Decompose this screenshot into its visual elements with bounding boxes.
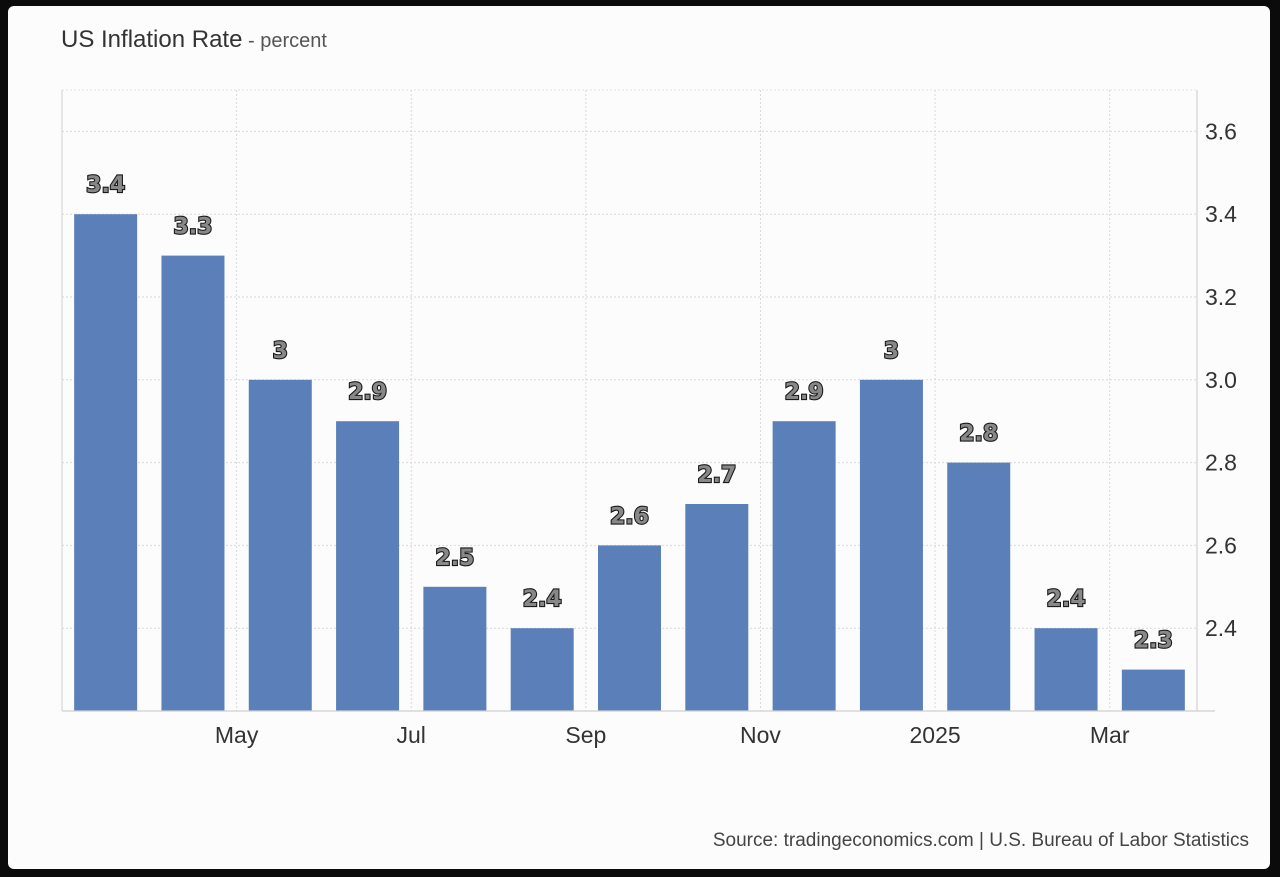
data-labels: 3.4 3.3 3 2.9 2.5 2.4 2.6 2.7 2.9 3 2.8 2.4 2.3 [85, 172, 1174, 655]
y-tick-label: 2.4 [1205, 615, 1237, 641]
axes: 2.4 2.6 2.8 3.0 3.2 3.4 3.6 May Jul Sep Nov 2025 Mar [61, 90, 1237, 748]
bar [423, 586, 487, 711]
chart-unit: - percent [242, 30, 327, 52]
bar-value-label: 2.9 [785, 380, 824, 405]
bar [685, 504, 749, 711]
bar-value-label: 2.7 [697, 463, 736, 488]
bar-value-label: 3 [884, 339, 899, 364]
chart-unit-text: percent [260, 30, 327, 52]
source-note: Source: tradingeconomics.com | U.S. Bure… [712, 830, 1249, 851]
y-tick-label: 2.6 [1205, 532, 1237, 558]
x-tick-label: Nov [740, 722, 781, 748]
y-tick-label: 3.0 [1205, 367, 1237, 393]
bar-value-label: 2.6 [610, 504, 649, 529]
y-tick-label: 3.6 [1205, 118, 1237, 144]
y-tick-label: 3.2 [1205, 284, 1237, 310]
chart-title: US Inflation Rate - percent [61, 26, 327, 54]
bar-value-label: 3.4 [86, 173, 125, 198]
bar [859, 379, 923, 711]
chart-title-text: US Inflation Rate [61, 26, 243, 53]
bar [336, 421, 400, 711]
bar [1121, 669, 1185, 711]
bar-value-label: 2.4 [1047, 587, 1086, 612]
bar [74, 214, 138, 711]
bar-value-label: 2.3 [1134, 629, 1173, 654]
bar-value-label: 3 [273, 339, 288, 364]
bar [248, 379, 312, 711]
bar [510, 628, 574, 711]
bar [598, 545, 661, 711]
bar [1034, 628, 1098, 711]
bars [74, 214, 1185, 711]
bar-value-label: 2.5 [435, 546, 474, 571]
bar-value-label: 2.4 [523, 587, 562, 612]
x-tick-label: 2025 [909, 722, 960, 748]
y-tick-label: 2.8 [1205, 450, 1237, 476]
bar-value-label: 2.9 [348, 380, 387, 405]
x-tick-label: Sep [565, 722, 606, 748]
bar [772, 421, 836, 711]
bar-value-label: 2.8 [959, 422, 998, 447]
bar [947, 462, 1011, 711]
bar [161, 255, 225, 711]
x-tick-label: Mar [1090, 722, 1130, 748]
x-tick-label: May [215, 722, 259, 748]
x-tick-label: Jul [397, 722, 426, 748]
bar-value-label: 3.3 [173, 215, 212, 240]
y-tick-label: 3.4 [1205, 201, 1237, 227]
